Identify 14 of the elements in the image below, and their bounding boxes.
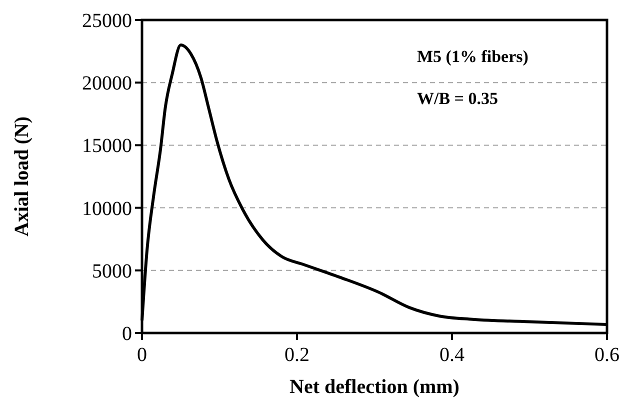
y-tick-label: 25000 — [82, 10, 132, 32]
x-axis-title: Net deflection (mm) — [290, 376, 460, 398]
x-tick-label: 0.4 — [440, 344, 464, 366]
y-tick-label: 20000 — [82, 72, 132, 95]
annotation: W/B = 0.35 — [417, 89, 498, 108]
y-tick-label: 15000 — [82, 135, 132, 158]
y-tick-label: 5000 — [92, 260, 132, 282]
x-tick-label: 0.2 — [284, 344, 310, 366]
y-tick-label: 10000 — [82, 198, 132, 220]
y-axis-title: Axial load (N) — [11, 116, 33, 236]
x-tick-label: 0 — [137, 344, 147, 366]
y-tick-label: 0 — [122, 323, 132, 345]
x-tick-label: 0.6 — [594, 344, 620, 366]
annotation: M5 (1% fibers) — [417, 47, 528, 66]
